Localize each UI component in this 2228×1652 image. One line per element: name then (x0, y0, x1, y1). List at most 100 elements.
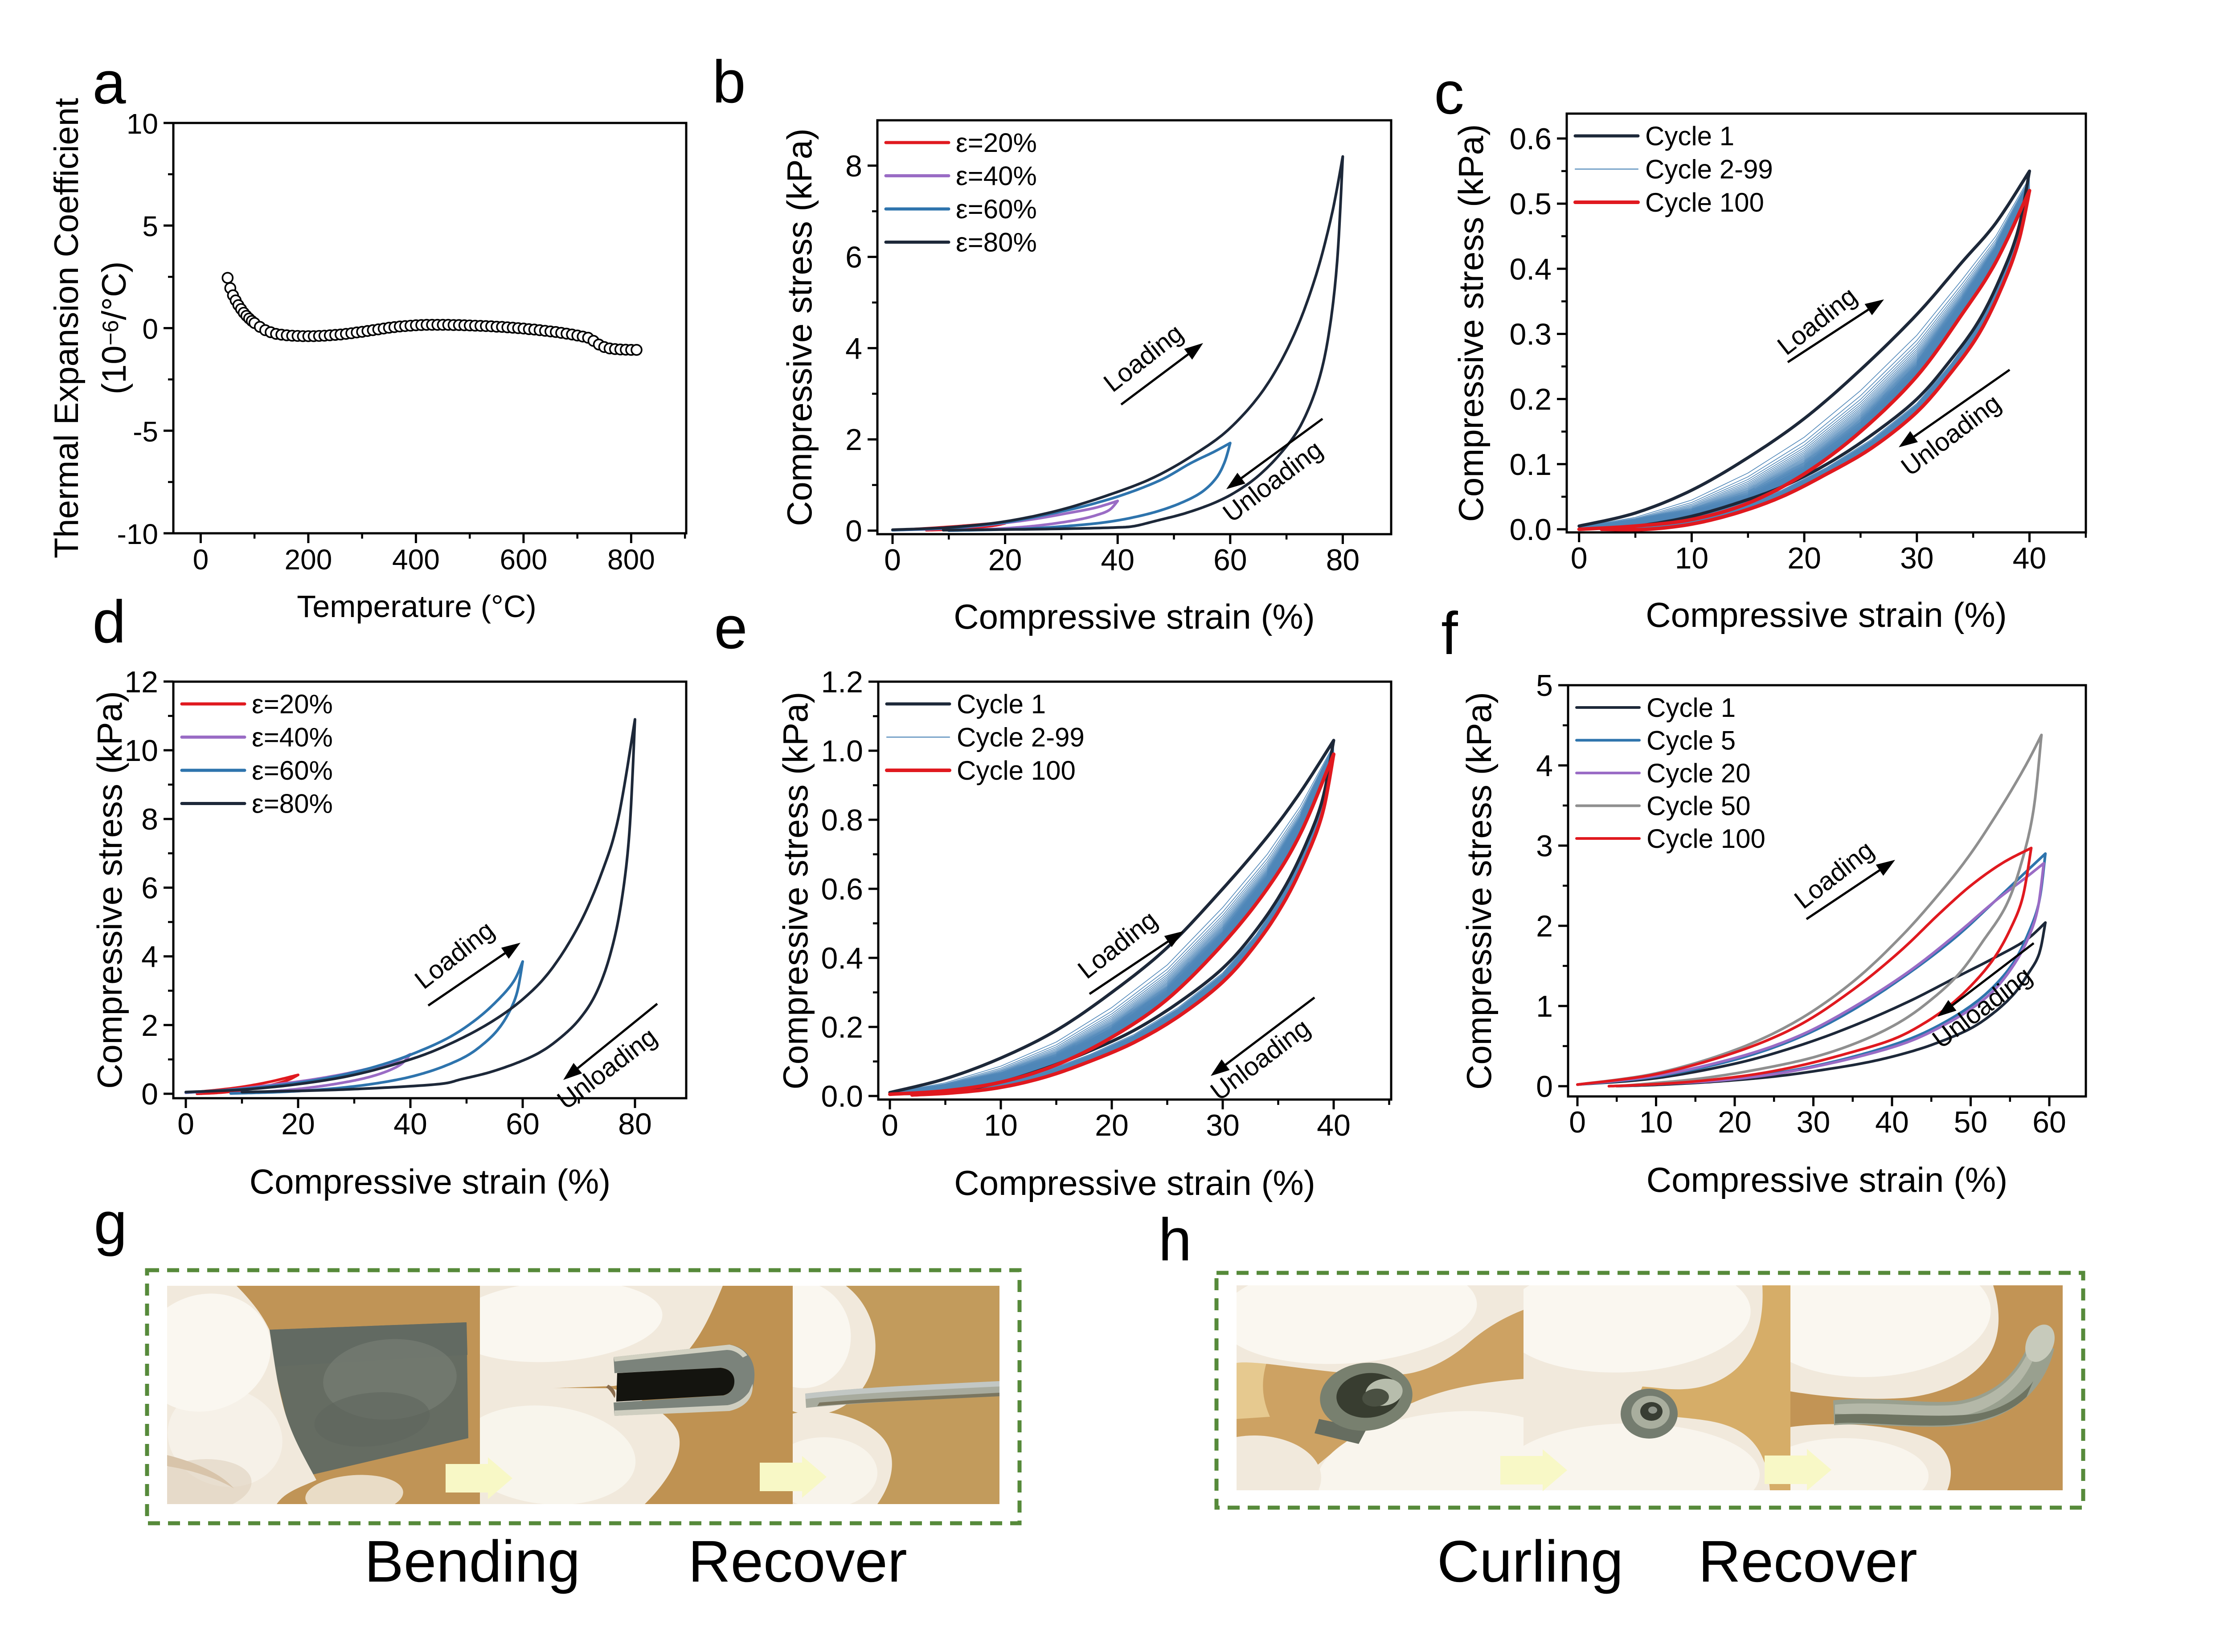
svg-text:Temperature (°C): Temperature (°C) (297, 589, 537, 624)
svg-text:Cycle 5: Cycle 5 (1646, 726, 1736, 756)
svg-text:0.2: 0.2 (1509, 383, 1552, 417)
svg-text:400: 400 (392, 544, 440, 576)
svg-text:20: 20 (1787, 541, 1821, 575)
svg-text:20: 20 (988, 543, 1022, 577)
svg-text:h: h (1158, 1206, 1192, 1273)
svg-text:0.8: 0.8 (821, 803, 863, 837)
svg-text:ε=60%: ε=60% (956, 194, 1037, 224)
svg-text:8: 8 (845, 149, 862, 183)
svg-text:40: 40 (393, 1107, 427, 1141)
svg-text:Cycle 20: Cycle 20 (1646, 758, 1750, 788)
svg-text:Compressive stress (kPa): Compressive stress (kPa) (1459, 692, 1499, 1090)
svg-text:ε=20%: ε=20% (252, 689, 333, 719)
svg-text:5: 5 (142, 210, 158, 242)
svg-text:12: 12 (124, 665, 158, 699)
svg-text:ε=60%: ε=60% (252, 756, 333, 785)
svg-text:Cycle 100: Cycle 100 (1645, 188, 1764, 217)
svg-text:6: 6 (845, 241, 862, 274)
svg-text:30: 30 (1900, 541, 1934, 575)
svg-text:0: 0 (1571, 541, 1588, 575)
svg-text:Compressive strain (%): Compressive strain (%) (250, 1162, 611, 1201)
svg-text:30: 30 (1797, 1105, 1831, 1139)
svg-text:60: 60 (2032, 1105, 2066, 1139)
svg-text:1: 1 (1536, 990, 1553, 1023)
svg-text:60: 60 (506, 1107, 540, 1141)
svg-text:Cycle 1: Cycle 1 (957, 689, 1046, 719)
svg-text:40: 40 (2013, 541, 2047, 575)
svg-text:0.2: 0.2 (821, 1010, 863, 1044)
svg-text:8: 8 (141, 802, 158, 836)
svg-text:80: 80 (1326, 543, 1360, 577)
svg-text:ε=40%: ε=40% (956, 161, 1037, 191)
svg-text:1.0: 1.0 (821, 734, 863, 768)
svg-text:200: 200 (285, 544, 332, 576)
svg-text:10: 10 (124, 734, 158, 768)
svg-text:40: 40 (1317, 1108, 1351, 1142)
svg-text:Cycle 2-99: Cycle 2-99 (957, 723, 1085, 752)
svg-text:40: 40 (1875, 1105, 1909, 1139)
svg-text:Compressive strain (%): Compressive strain (%) (1646, 595, 2007, 634)
svg-text:Cycle 1: Cycle 1 (1646, 693, 1736, 723)
svg-text:0.0: 0.0 (1509, 513, 1552, 547)
svg-text:Cycle 2-99: Cycle 2-99 (1645, 155, 1773, 184)
svg-text:10: 10 (1639, 1105, 1673, 1139)
svg-text:60: 60 (1213, 543, 1247, 577)
svg-text:Cycle 50: Cycle 50 (1646, 791, 1750, 821)
svg-text:0.0: 0.0 (821, 1080, 863, 1113)
svg-text:0.3: 0.3 (1509, 318, 1552, 352)
svg-text:30: 30 (1206, 1108, 1240, 1142)
svg-text:Thermal Expansion Coefficient: Thermal Expansion Coefficient (48, 98, 86, 559)
svg-text:0: 0 (1536, 1070, 1553, 1104)
svg-text:0: 0 (1569, 1105, 1586, 1139)
svg-text:600: 600 (500, 544, 548, 576)
svg-text:2: 2 (845, 423, 862, 457)
svg-text:ε=80%: ε=80% (956, 228, 1037, 258)
svg-text:0: 0 (845, 514, 862, 548)
svg-text:Recover: Recover (688, 1529, 907, 1594)
svg-text:Cycle 1: Cycle 1 (1645, 121, 1734, 151)
svg-text:c: c (1434, 59, 1464, 127)
svg-text:-10: -10 (117, 518, 159, 550)
svg-text:d: d (92, 588, 126, 655)
svg-text:5: 5 (1536, 669, 1553, 703)
svg-text:0: 0 (141, 1077, 158, 1111)
svg-text:Recover: Recover (1698, 1529, 1917, 1594)
svg-text:4: 4 (845, 331, 862, 365)
svg-text:0: 0 (177, 1107, 194, 1141)
svg-text:Compressive strain (%): Compressive strain (%) (954, 597, 1315, 636)
svg-text:4: 4 (1536, 749, 1553, 783)
svg-text:Curling: Curling (1437, 1529, 1623, 1594)
svg-text:10: 10 (984, 1108, 1018, 1142)
svg-text:ε=40%: ε=40% (252, 723, 333, 752)
svg-text:6: 6 (141, 871, 158, 905)
svg-text:0.4: 0.4 (821, 941, 863, 975)
svg-text:20: 20 (1718, 1105, 1752, 1139)
svg-text:ε=80%: ε=80% (252, 789, 333, 819)
svg-text:1.2: 1.2 (821, 665, 863, 699)
svg-text:Compressive stress (kPa): Compressive stress (kPa) (1451, 124, 1491, 522)
svg-text:ε=20%: ε=20% (956, 128, 1037, 158)
svg-text:3: 3 (1536, 829, 1553, 863)
svg-text:Compressive stress (kPa): Compressive stress (kPa) (780, 128, 819, 526)
svg-text:Compressive stress (kPa): Compressive stress (kPa) (90, 691, 129, 1089)
svg-text:Compressive stress (kPa): Compressive stress (kPa) (776, 692, 815, 1090)
svg-text:-5: -5 (133, 416, 158, 448)
svg-text:0: 0 (193, 544, 209, 576)
svg-text:0: 0 (881, 1108, 898, 1142)
svg-text:Cycle 100: Cycle 100 (1646, 824, 1765, 854)
svg-text:0.5: 0.5 (1509, 187, 1552, 221)
svg-text:e: e (714, 594, 747, 661)
svg-text:Cycle 100: Cycle 100 (957, 756, 1076, 785)
svg-text:20: 20 (1095, 1108, 1129, 1142)
svg-text:a: a (92, 49, 126, 116)
svg-text:0.4: 0.4 (1509, 252, 1552, 286)
svg-text:2: 2 (1536, 909, 1553, 943)
svg-text:4: 4 (141, 940, 158, 974)
svg-text:2: 2 (141, 1009, 158, 1043)
svg-text:40: 40 (1101, 543, 1134, 577)
svg-text:10: 10 (127, 108, 158, 140)
svg-text:50: 50 (1954, 1105, 1988, 1139)
svg-text:0.6: 0.6 (1509, 122, 1552, 156)
svg-text:0: 0 (884, 543, 901, 577)
svg-text:Bending: Bending (365, 1529, 580, 1594)
